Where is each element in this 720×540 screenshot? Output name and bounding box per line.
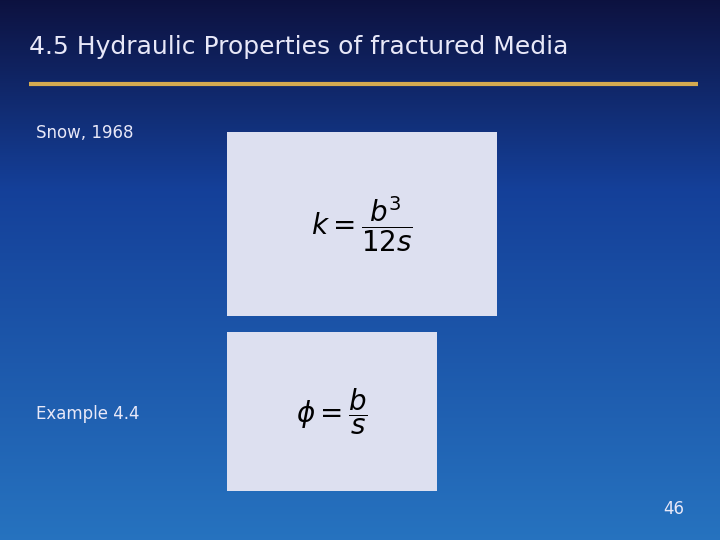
Text: Example 4.4: Example 4.4	[36, 405, 140, 423]
Text: 46: 46	[663, 501, 684, 518]
FancyBboxPatch shape	[227, 132, 497, 316]
Text: $k = \dfrac{b^3}{12s}$: $k = \dfrac{b^3}{12s}$	[311, 194, 413, 254]
Text: Snow, 1968: Snow, 1968	[36, 124, 133, 142]
Text: $\phi = \dfrac{b}{s}$: $\phi = \dfrac{b}{s}$	[296, 387, 368, 437]
FancyBboxPatch shape	[227, 332, 437, 491]
Text: 4.5 Hydraulic Properties of fractured Media: 4.5 Hydraulic Properties of fractured Me…	[29, 35, 568, 59]
